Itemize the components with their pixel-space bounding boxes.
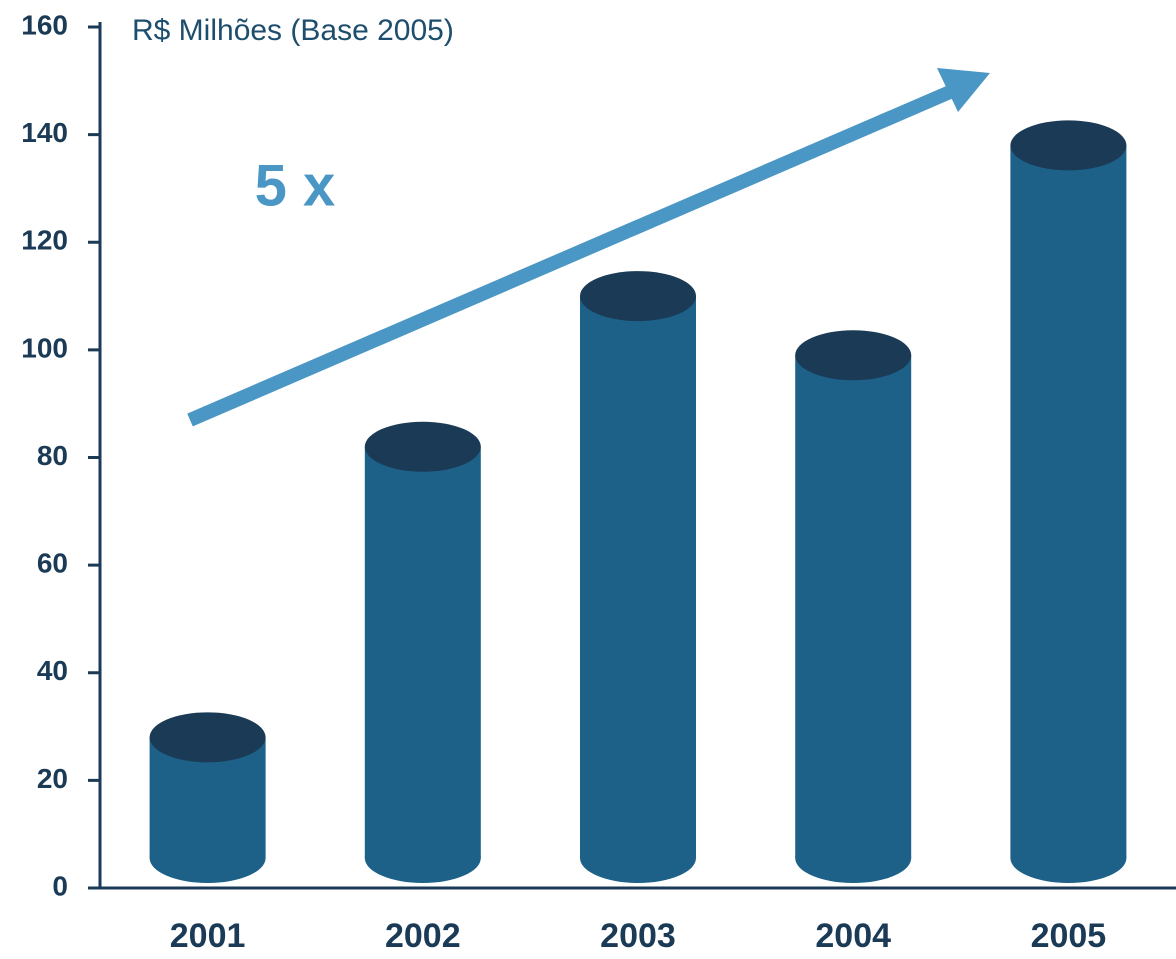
y-tick-label: 80: [37, 440, 68, 471]
x-tick-label: 2004: [815, 917, 891, 954]
x-tick-label: 2003: [600, 917, 676, 954]
y-tick-label: 140: [21, 117, 68, 148]
axis-unit: R$ Milhões (Base 2005): [132, 14, 454, 47]
y-tick-label: 160: [21, 9, 68, 40]
bar: [364, 421, 481, 883]
y-tick-label: 100: [21, 332, 68, 363]
trend-arrow: [187, 68, 990, 427]
annotation: 5 x: [255, 153, 336, 218]
bar: [795, 330, 912, 883]
y-tick-label: 120: [21, 225, 68, 256]
bar: [580, 271, 696, 883]
y-tick-label: 60: [37, 548, 68, 579]
bar: [149, 712, 266, 883]
y-tick-label: 0: [52, 870, 68, 901]
y-tick-label: 40: [37, 655, 68, 686]
y-tick-label: 20: [37, 763, 68, 794]
x-tick-label: 2005: [1031, 917, 1107, 954]
bar: [1010, 120, 1127, 883]
x-tick-label: 2002: [385, 917, 461, 954]
x-tick-label: 2001: [170, 917, 246, 954]
